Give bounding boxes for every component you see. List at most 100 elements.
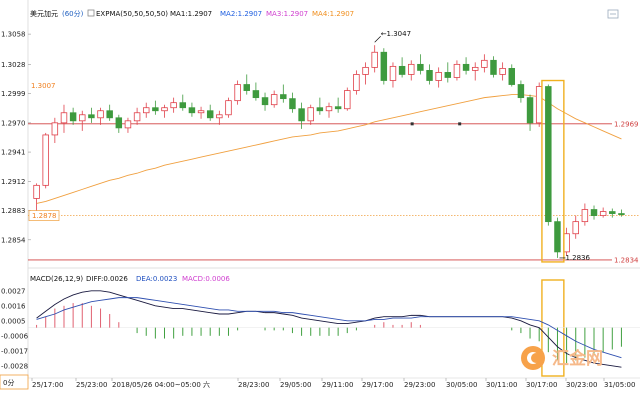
- candle: [161, 104, 168, 118]
- x-tick-label: 31/05:00: [604, 381, 635, 389]
- high-mark-label: ←1.3047: [381, 30, 411, 38]
- candle-body: [426, 70, 433, 81]
- dea-line: [36, 297, 622, 359]
- x-tick-label: 30/17:00: [526, 381, 557, 389]
- x-tick-label: 25/17:00: [32, 381, 63, 389]
- candle: [426, 64, 433, 85]
- candle-body: [325, 106, 333, 112]
- ma1-label: MA1:1.2907: [170, 10, 212, 18]
- candle: [225, 97, 232, 118]
- candle: [42, 132, 49, 189]
- price-tags: ←1.3047 1.2836 1.2969 1.2834 1.3007 1.2878: [28, 30, 640, 265]
- ma4-label: MA4:1.2907: [312, 10, 354, 18]
- candle-body: [234, 84, 241, 102]
- candle-body: [471, 66, 479, 71]
- right-line-1-label-bg: [612, 118, 640, 129]
- settings-icon[interactable]: [607, 9, 619, 19]
- candle: [408, 60, 415, 81]
- candle: [599, 207, 607, 218]
- candle-body: [51, 122, 59, 136]
- price-axis: 1.3058 1.3028 1.2999 1.2970 1.2941 1.2912 1.28…: [1, 31, 31, 244]
- candle: [188, 102, 196, 117]
- watermark: 汇金网: [521, 346, 603, 370]
- candle: [398, 57, 406, 78]
- candle-body: [142, 107, 150, 114]
- candle-body: [453, 63, 461, 78]
- candle: [179, 94, 187, 111]
- candle-body: [334, 106, 342, 110]
- price-tick-label: 1.2999: [1, 90, 26, 98]
- x-axis-labels: 25/17:00 25/23:00 2018/05/26 04:00~05:00 六…: [31, 378, 635, 389]
- macd-tick-label: 0.0016: [1, 302, 26, 310]
- candle-body: [554, 221, 561, 253]
- highlight-box: [541, 79, 565, 263]
- candle-body: [535, 86, 543, 124]
- x-tick-label: 25/23:00: [76, 381, 107, 389]
- candle-body: [88, 114, 95, 119]
- macd-tick-label: 0.0027: [1, 287, 26, 295]
- candle-body: [508, 67, 516, 85]
- candle: [545, 84, 552, 226]
- candle: [618, 209, 625, 217]
- candle-body: [97, 110, 104, 119]
- ma3-label: MA3:1.2907: [266, 10, 308, 18]
- candle-body: [206, 110, 214, 119]
- price-tick-label: 1.2941: [1, 149, 26, 157]
- candle: [517, 80, 525, 103]
- candle: [270, 90, 278, 108]
- candle: [554, 217, 561, 258]
- candle: [490, 56, 497, 78]
- candle: [60, 104, 68, 133]
- x-tick-label: 30/23:00: [566, 381, 597, 389]
- left-period-label: 0分: [3, 378, 14, 387]
- candle-body: [124, 120, 132, 129]
- candle-body: [599, 211, 607, 216]
- candle-body: [618, 213, 625, 215]
- expma-label: EXPMA(50,50,50,50): [96, 10, 168, 18]
- x-tick-label: 30/05:00: [446, 381, 477, 389]
- macd-name-label: MACD(26,12,9): [30, 275, 83, 283]
- highlight-layer: [541, 79, 565, 377]
- candle-body: [362, 66, 369, 75]
- candle: [307, 104, 314, 125]
- price-tick-label: 1.2970: [1, 119, 26, 127]
- candle-body: [270, 94, 278, 106]
- line-marker-2: [458, 122, 462, 126]
- period-label: (60分): [62, 9, 84, 18]
- candle-body: [526, 97, 534, 124]
- candle: [298, 102, 305, 129]
- candle-body: [609, 211, 616, 214]
- macd-header: MACD(26,12,9) DIFF:0.0026 DEA:0.0023 MAC…: [30, 275, 230, 283]
- candle: [69, 107, 77, 125]
- candle: [526, 94, 534, 131]
- candle: [590, 205, 598, 220]
- indicator-toggle-icon[interactable]: [87, 9, 95, 17]
- candle: [353, 70, 360, 95]
- x-axis-bar: [0, 378, 640, 400]
- candle-body: [188, 107, 196, 114]
- candle-body: [69, 112, 77, 122]
- candle: [508, 64, 516, 87]
- candle-body: [289, 98, 296, 110]
- right-line-2-label-bg: [612, 254, 640, 265]
- candle-body: [179, 102, 187, 109]
- macd-tick-label: 0.0005: [1, 317, 26, 325]
- candle: [572, 215, 579, 239]
- candle-body: [353, 74, 360, 91]
- x-tick-label: 28/23:00: [238, 381, 269, 389]
- macd-tick-label: -0.0006: [1, 332, 29, 340]
- candle-body: [106, 110, 113, 119]
- candle-body: [243, 84, 250, 91]
- candle-body: [435, 72, 442, 81]
- candle-body: [280, 94, 287, 100]
- watermark-text: 汇金网: [552, 348, 603, 369]
- diff-line: [36, 290, 622, 368]
- candle-body: [42, 134, 49, 186]
- left-period-tab[interactable]: [0, 374, 29, 390]
- candle: [124, 117, 132, 133]
- candle: [362, 62, 369, 85]
- macd-value-label: MACD:0.0006: [182, 275, 230, 283]
- left-expma-label: 1.3007: [31, 82, 56, 90]
- candle: [115, 114, 123, 133]
- price-panel: [28, 0, 640, 268]
